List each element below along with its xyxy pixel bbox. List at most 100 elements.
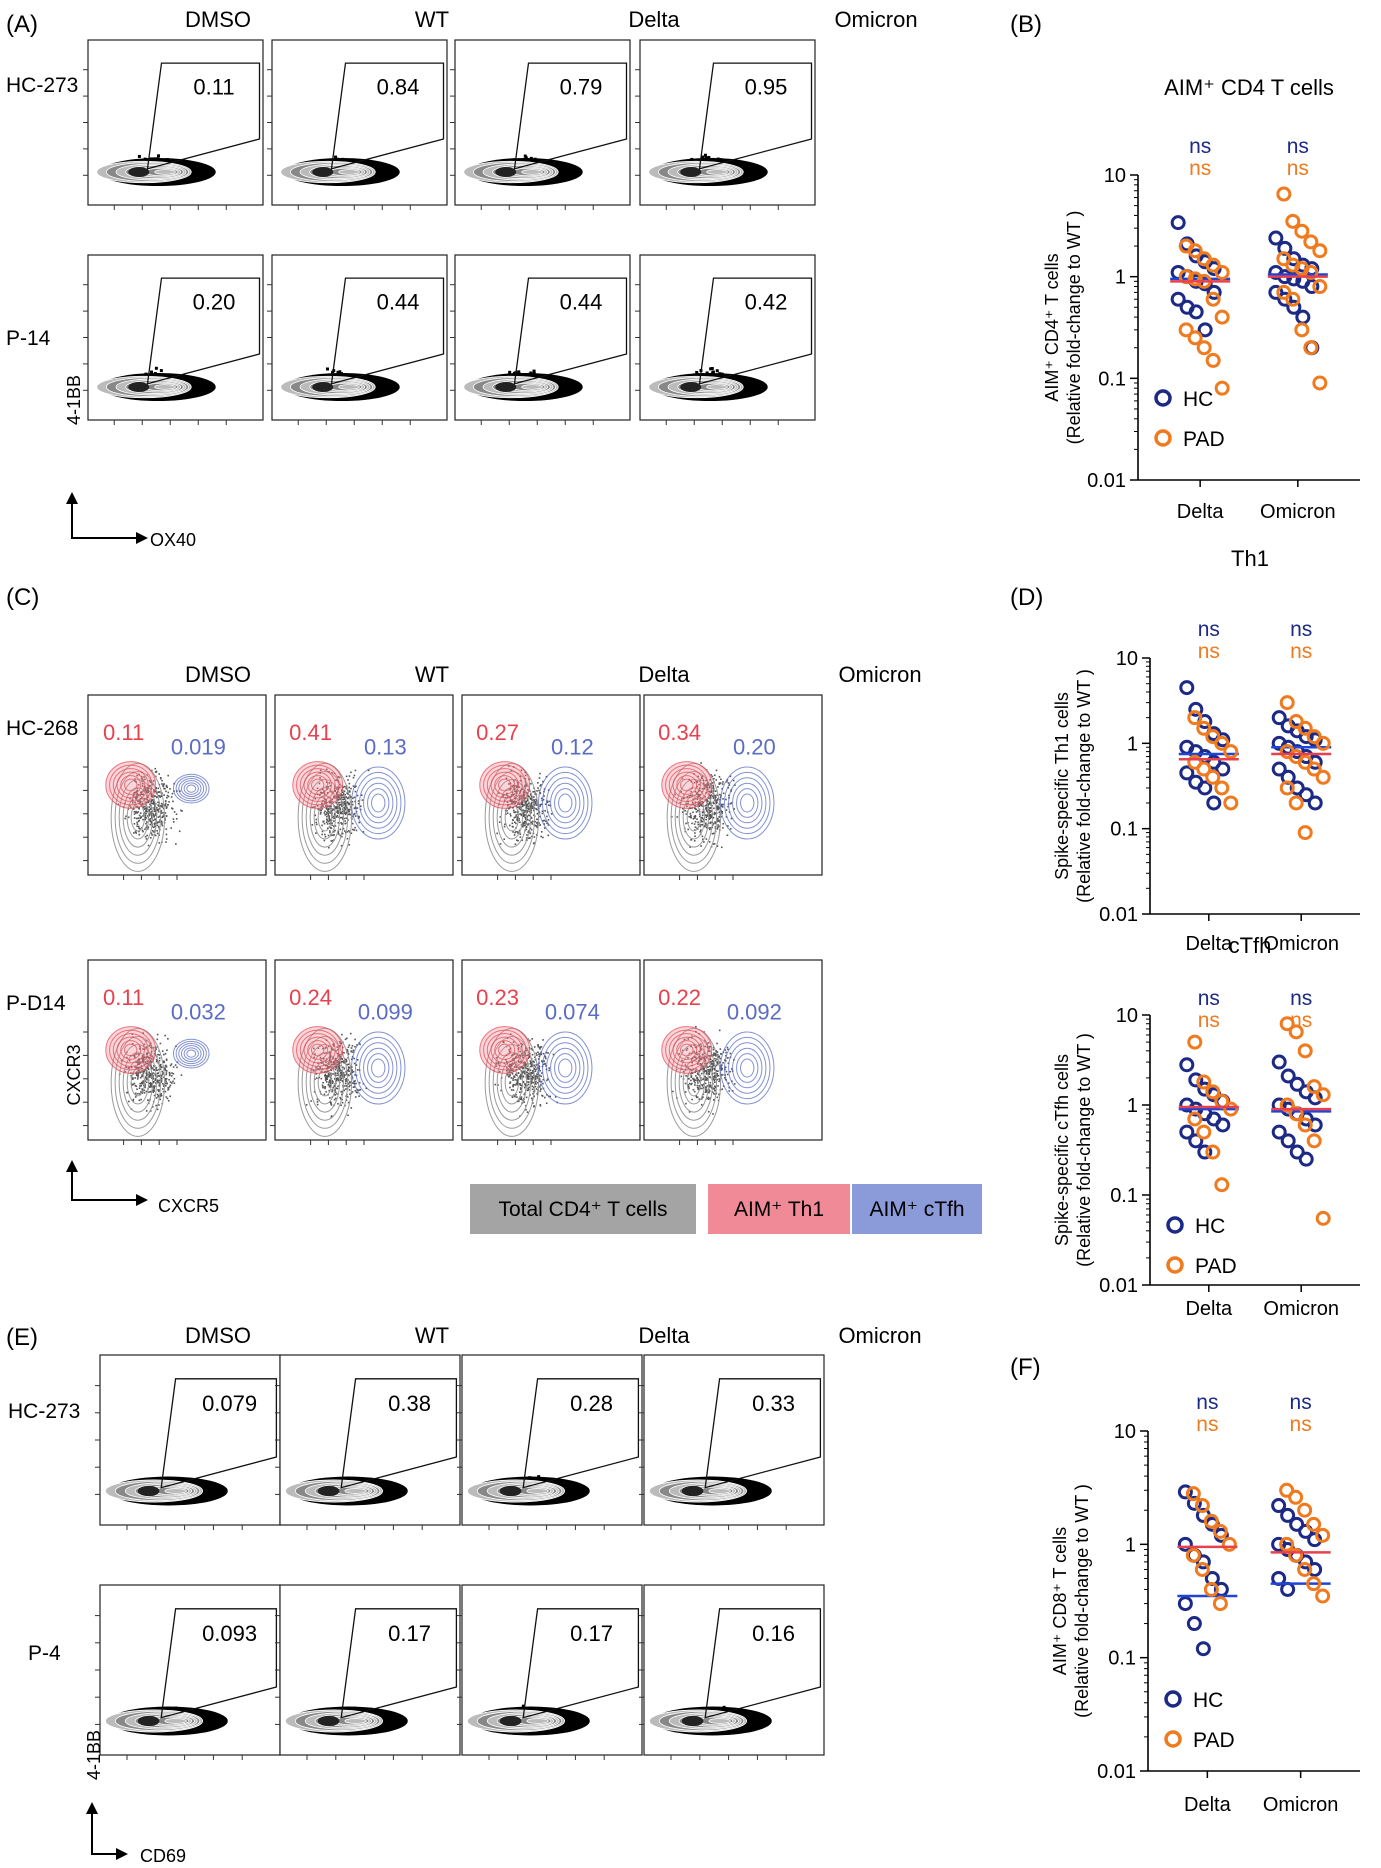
legend-total-cd4-label: Total CD4⁺ T cells — [498, 1198, 667, 1221]
point-hc — [1286, 299, 1302, 315]
gate — [146, 277, 261, 385]
gate-frequency: 0.28 — [570, 1391, 613, 1416]
c-row-2: P-D14 — [6, 992, 66, 1015]
point-pad — [1294, 223, 1310, 239]
point-pad — [1187, 710, 1203, 726]
point-hc — [1271, 1498, 1287, 1514]
point-pad — [1185, 1547, 1201, 1563]
point-pad — [1315, 769, 1331, 785]
e-plot-HC-273-0: 0.079 — [95, 1354, 281, 1530]
point-pad — [1279, 1536, 1295, 1552]
point-pad — [1288, 1547, 1304, 1563]
panel-label-b: (B) — [1010, 11, 1042, 38]
y-tick-label: 0.01 — [1099, 904, 1138, 926]
point-hc — [1271, 1124, 1287, 1140]
point-hc — [1188, 1072, 1204, 1088]
point-hc — [1295, 309, 1311, 325]
plot-frame — [274, 959, 454, 1141]
point-pad — [1194, 1561, 1210, 1577]
gate-frequency: 0.79 — [560, 74, 603, 99]
legend-marker-hc — [1164, 1690, 1182, 1708]
y-tick-label: 10 — [1116, 648, 1138, 670]
plot-frame — [643, 694, 823, 876]
gate-frequency: 0.17 — [570, 1621, 613, 1646]
ns-hc: ns — [1287, 135, 1309, 158]
point-hc — [1271, 710, 1287, 726]
gate — [340, 1608, 458, 1719]
panel-label-e: (E) — [6, 1324, 38, 1351]
point-hc — [1271, 1054, 1287, 1070]
point-hc — [1289, 1144, 1305, 1160]
point-pad — [1315, 1588, 1331, 1604]
panel-label-d: (D) — [1010, 584, 1043, 611]
e-plot-HC-273-3: 0.33 — [639, 1354, 825, 1530]
point-pad — [1312, 243, 1328, 259]
gate-frequency: 0.17 — [388, 1621, 431, 1646]
y-axis-label-2: (Relative fold-change to WT ) — [1074, 1033, 1094, 1267]
point-pad — [1178, 269, 1194, 285]
point-hc — [1177, 1536, 1193, 1552]
point-hc — [1206, 795, 1222, 811]
e-col-wt: WT — [415, 1323, 449, 1348]
point-pad — [1223, 795, 1239, 811]
point-pad — [1315, 1210, 1331, 1226]
point-pad — [1288, 1024, 1304, 1040]
point-pad — [1279, 695, 1295, 711]
gate — [704, 1608, 822, 1719]
point-pad — [1285, 291, 1301, 307]
c-plot-HC-268-0: 0.11 0.019 — [83, 694, 267, 880]
c-col-dmso: DMSO — [185, 662, 251, 687]
e-col-dmso: DMSO — [185, 1323, 251, 1348]
panel-label-c: (C) — [6, 584, 39, 611]
point-hc — [1277, 291, 1293, 307]
y-tick-label: 1 — [1115, 267, 1126, 289]
a-row-1: HC-273 — [6, 74, 78, 97]
gate — [340, 1378, 458, 1489]
point-pad — [1205, 769, 1221, 785]
gate — [330, 277, 445, 385]
e-arrow-heads — [86, 1802, 128, 1860]
th1-frequency: 0.27 — [476, 720, 519, 745]
point-pad — [1178, 322, 1194, 338]
point-hc — [1280, 1581, 1296, 1597]
point-pad — [1306, 1516, 1322, 1532]
ctfh-frequency: 0.13 — [364, 734, 407, 759]
ns-hc: ns — [1290, 618, 1312, 641]
legend-marker-hc — [1166, 1216, 1184, 1234]
point-hc — [1177, 1596, 1193, 1612]
gate-frequency: 0.42 — [745, 289, 788, 314]
point-pad — [1312, 279, 1328, 295]
point-hc — [1298, 787, 1314, 803]
gate — [160, 1608, 278, 1719]
ns-pad: ns — [1189, 157, 1211, 180]
point-pad — [1306, 1576, 1322, 1592]
y-tick-label: 1 — [1127, 1095, 1138, 1117]
point-pad — [1297, 1561, 1313, 1577]
legend-aim-ctfh-label: AIM⁺ cTfh — [869, 1198, 964, 1221]
point-hc — [1186, 1616, 1202, 1632]
y-axis-label: Spike-specific cTfh cells — [1052, 1054, 1072, 1246]
c-axis-arrows — [71, 1168, 140, 1201]
e-x-axis-label: CD69 — [140, 1846, 186, 1866]
x-tick-label: Omicron — [1263, 1794, 1339, 1816]
point-pad — [1279, 1016, 1295, 1032]
y-axis-label-2: (Relative fold-change to WT ) — [1072, 1484, 1092, 1718]
y-tick-label: 0.1 — [1110, 819, 1138, 841]
point-pad — [1276, 186, 1292, 202]
point-pad — [1187, 243, 1203, 259]
point-pad — [1315, 1087, 1331, 1103]
gate-frequency: 0.95 — [745, 74, 788, 99]
c-plot-HC-268-3: 0.34 0.20 — [639, 694, 823, 880]
point-hc — [1188, 1133, 1204, 1149]
a-plot-P-14-3: 0.42 — [635, 254, 816, 425]
point-pad — [1203, 1513, 1219, 1529]
gate — [330, 62, 445, 170]
point-hc — [1286, 271, 1302, 287]
point-pad — [1279, 1097, 1295, 1113]
point-hc — [1280, 1133, 1296, 1149]
a-col-wt: WT — [415, 7, 449, 32]
x-tick-label: Delta — [1177, 501, 1225, 523]
point-hc — [1197, 1144, 1213, 1160]
y-tick-label: 10 — [1116, 1005, 1138, 1027]
point-hc — [1179, 765, 1195, 781]
